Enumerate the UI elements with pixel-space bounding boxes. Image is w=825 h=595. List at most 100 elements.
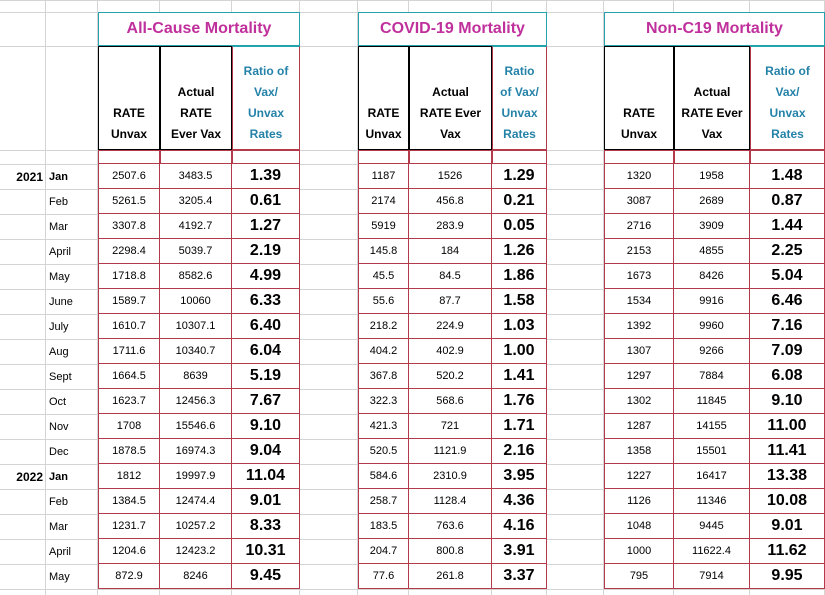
unvax-rate-cell[interactable]: 1302 — [604, 389, 674, 414]
unvax-rate-cell[interactable]: 1227 — [604, 464, 674, 489]
ratio-cell[interactable]: 8.33 — [232, 514, 300, 539]
unvax-rate-cell[interactable]: 258.7 — [358, 489, 409, 514]
unvax-rate-cell[interactable]: 3087 — [604, 189, 674, 214]
ratio-cell[interactable]: 1.26 — [492, 239, 547, 264]
unvax-rate-cell[interactable]: 1718.8 — [98, 264, 160, 289]
unvax-rate-cell[interactable]: 322.3 — [358, 389, 409, 414]
vax-rate-cell[interactable]: 456.8 — [409, 189, 492, 214]
unvax-rate-cell[interactable]: 77.6 — [358, 564, 409, 589]
ratio-cell[interactable]: 1.39 — [232, 164, 300, 189]
unvax-rate-cell[interactable]: 520.5 — [358, 439, 409, 464]
ratio-cell[interactable]: 6.04 — [232, 339, 300, 364]
ratio-cell[interactable]: 9.10 — [232, 414, 300, 439]
unvax-rate-cell[interactable]: 1287 — [604, 414, 674, 439]
vax-rate-cell[interactable]: 800.8 — [409, 539, 492, 564]
ratio-cell[interactable]: 9.01 — [232, 489, 300, 514]
vax-rate-cell[interactable]: 84.5 — [409, 264, 492, 289]
vax-rate-cell[interactable]: 7884 — [674, 364, 750, 389]
unvax-rate-cell[interactable]: 1711.6 — [98, 339, 160, 364]
ratio-cell[interactable]: 3.95 — [492, 464, 547, 489]
vax-rate-cell[interactable]: 520.2 — [409, 364, 492, 389]
unvax-rate-cell[interactable]: 5919 — [358, 214, 409, 239]
ratio-cell[interactable]: 11.00 — [750, 414, 825, 439]
vax-rate-cell[interactable]: 10060 — [160, 289, 232, 314]
ratio-cell[interactable]: 1.00 — [492, 339, 547, 364]
ratio-cell[interactable]: 6.40 — [232, 314, 300, 339]
ratio-cell[interactable]: 4.36 — [492, 489, 547, 514]
ratio-cell[interactable]: 1.44 — [750, 214, 825, 239]
ratio-cell[interactable]: 9.45 — [232, 564, 300, 589]
ratio-cell[interactable]: 1.27 — [232, 214, 300, 239]
unvax-rate-cell[interactable]: 584.6 — [358, 464, 409, 489]
ratio-cell[interactable]: 3.91 — [492, 539, 547, 564]
unvax-rate-cell[interactable]: 1358 — [604, 439, 674, 464]
unvax-rate-cell[interactable]: 404.2 — [358, 339, 409, 364]
vax-rate-cell[interactable]: 402.9 — [409, 339, 492, 364]
vax-rate-cell[interactable]: 16417 — [674, 464, 750, 489]
vax-rate-cell[interactable]: 12423.2 — [160, 539, 232, 564]
vax-rate-cell[interactable]: 7914 — [674, 564, 750, 589]
unvax-rate-cell[interactable]: 1392 — [604, 314, 674, 339]
ratio-cell[interactable]: 1.03 — [492, 314, 547, 339]
vax-rate-cell[interactable]: 8639 — [160, 364, 232, 389]
unvax-rate-cell[interactable]: 1126 — [604, 489, 674, 514]
ratio-cell[interactable]: 4.16 — [492, 514, 547, 539]
vax-rate-cell[interactable]: 9445 — [674, 514, 750, 539]
vax-rate-cell[interactable]: 2689 — [674, 189, 750, 214]
vax-rate-cell[interactable]: 19997.9 — [160, 464, 232, 489]
ratio-cell[interactable]: 6.46 — [750, 289, 825, 314]
vax-rate-cell[interactable]: 9916 — [674, 289, 750, 314]
vax-rate-cell[interactable]: 5039.7 — [160, 239, 232, 264]
ratio-cell[interactable]: 6.08 — [750, 364, 825, 389]
unvax-rate-cell[interactable]: 2716 — [604, 214, 674, 239]
vax-rate-cell[interactable]: 2310.9 — [409, 464, 492, 489]
unvax-rate-cell[interactable]: 1204.6 — [98, 539, 160, 564]
vax-rate-cell[interactable]: 721 — [409, 414, 492, 439]
ratio-cell[interactable]: 0.05 — [492, 214, 547, 239]
vax-rate-cell[interactable]: 15501 — [674, 439, 750, 464]
ratio-cell[interactable]: 7.67 — [232, 389, 300, 414]
unvax-rate-cell[interactable]: 45.5 — [358, 264, 409, 289]
unvax-rate-cell[interactable]: 1623.7 — [98, 389, 160, 414]
ratio-cell[interactable]: 7.09 — [750, 339, 825, 364]
ratio-cell[interactable]: 0.61 — [232, 189, 300, 214]
ratio-cell[interactable]: 0.87 — [750, 189, 825, 214]
ratio-cell[interactable]: 9.10 — [750, 389, 825, 414]
vax-rate-cell[interactable]: 8426 — [674, 264, 750, 289]
unvax-rate-cell[interactable]: 1231.7 — [98, 514, 160, 539]
vax-rate-cell[interactable]: 184 — [409, 239, 492, 264]
ratio-cell[interactable]: 11.62 — [750, 539, 825, 564]
vax-rate-cell[interactable]: 763.6 — [409, 514, 492, 539]
vax-rate-cell[interactable]: 8582.6 — [160, 264, 232, 289]
unvax-rate-cell[interactable]: 795 — [604, 564, 674, 589]
vax-rate-cell[interactable]: 11346 — [674, 489, 750, 514]
ratio-cell[interactable]: 11.04 — [232, 464, 300, 489]
ratio-cell[interactable]: 0.21 — [492, 189, 547, 214]
unvax-rate-cell[interactable]: 872.9 — [98, 564, 160, 589]
vax-rate-cell[interactable]: 11845 — [674, 389, 750, 414]
vax-rate-cell[interactable]: 1121.9 — [409, 439, 492, 464]
vax-rate-cell[interactable]: 224.9 — [409, 314, 492, 339]
unvax-rate-cell[interactable]: 1384.5 — [98, 489, 160, 514]
unvax-rate-cell[interactable]: 1664.5 — [98, 364, 160, 389]
vax-rate-cell[interactable]: 568.6 — [409, 389, 492, 414]
vax-rate-cell[interactable]: 16974.3 — [160, 439, 232, 464]
ratio-cell[interactable]: 9.04 — [232, 439, 300, 464]
ratio-cell[interactable]: 1.48 — [750, 164, 825, 189]
ratio-cell[interactable]: 2.25 — [750, 239, 825, 264]
vax-rate-cell[interactable]: 4855 — [674, 239, 750, 264]
unvax-rate-cell[interactable]: 1000 — [604, 539, 674, 564]
unvax-rate-cell[interactable]: 1534 — [604, 289, 674, 314]
unvax-rate-cell[interactable]: 1307 — [604, 339, 674, 364]
vax-rate-cell[interactable]: 1958 — [674, 164, 750, 189]
vax-rate-cell[interactable]: 87.7 — [409, 289, 492, 314]
vax-rate-cell[interactable]: 10307.1 — [160, 314, 232, 339]
ratio-cell[interactable]: 1.71 — [492, 414, 547, 439]
ratio-cell[interactable]: 5.04 — [750, 264, 825, 289]
unvax-rate-cell[interactable]: 2174 — [358, 189, 409, 214]
ratio-cell[interactable]: 9.01 — [750, 514, 825, 539]
vax-rate-cell[interactable]: 12456.3 — [160, 389, 232, 414]
ratio-cell[interactable]: 4.99 — [232, 264, 300, 289]
ratio-cell[interactable]: 10.08 — [750, 489, 825, 514]
unvax-rate-cell[interactable]: 145.8 — [358, 239, 409, 264]
